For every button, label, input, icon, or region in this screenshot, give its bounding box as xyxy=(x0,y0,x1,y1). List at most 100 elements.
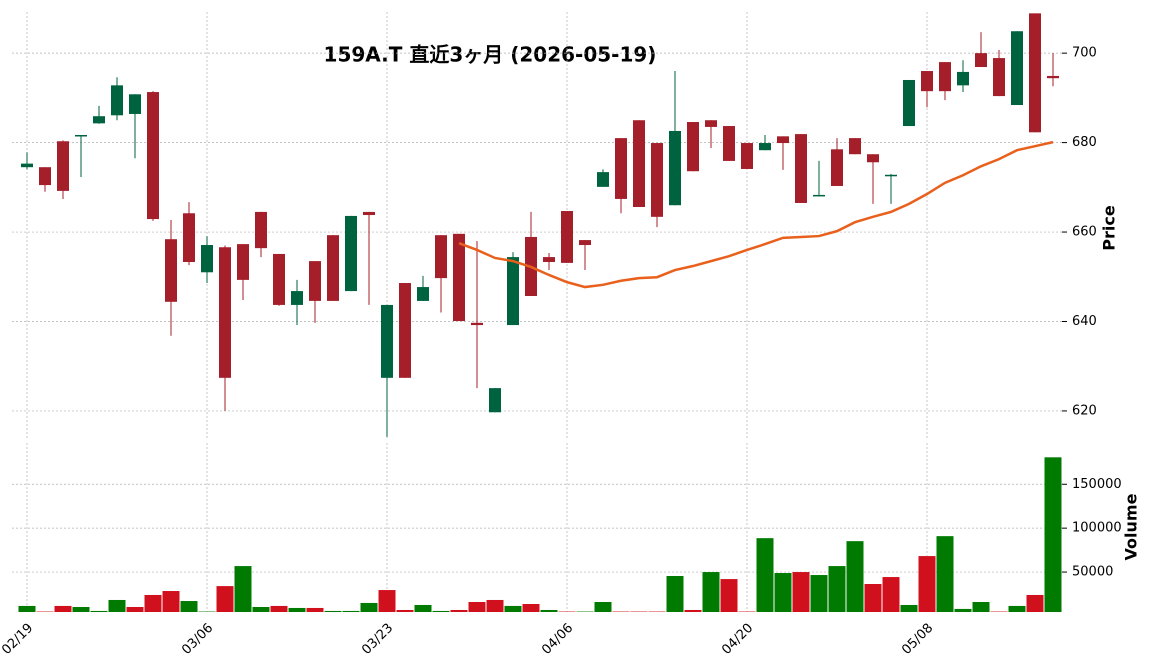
candle-body xyxy=(1029,13,1041,133)
volume-bar xyxy=(684,609,702,612)
candle-body xyxy=(705,120,717,127)
volume-bar xyxy=(810,575,828,612)
candle-body xyxy=(327,235,339,301)
volume-bar xyxy=(936,536,954,612)
candle-body xyxy=(345,215,357,292)
volume-bar xyxy=(972,601,990,612)
candle-body xyxy=(39,167,51,186)
volume-bar xyxy=(90,610,108,612)
volume-bar xyxy=(900,604,918,612)
candle-body xyxy=(147,92,159,220)
candle-body xyxy=(741,143,753,169)
volume-bar xyxy=(378,590,396,612)
candle-body xyxy=(1011,31,1023,106)
candle-body xyxy=(957,71,969,86)
volume-tick-label: 100000 xyxy=(1072,521,1122,536)
y-tick-label: 680 xyxy=(1072,135,1097,150)
candle-body xyxy=(255,211,267,249)
volume-bar xyxy=(234,566,252,612)
candle-body xyxy=(507,257,519,326)
candle-body xyxy=(453,233,465,322)
x-tick-label: 03/23 xyxy=(359,621,396,658)
volume-bar xyxy=(216,586,234,612)
candle-body xyxy=(867,154,879,163)
volume-bar xyxy=(396,609,414,612)
volume-bar xyxy=(954,608,972,612)
candle-body xyxy=(417,287,429,301)
candle-body xyxy=(939,62,951,92)
volume-bar xyxy=(288,607,306,612)
volume-bar xyxy=(180,601,198,612)
volume-bar xyxy=(774,573,792,612)
candle-body xyxy=(237,244,249,280)
candle-body xyxy=(849,138,861,155)
candle-body xyxy=(399,283,411,378)
volume-bar xyxy=(540,609,558,612)
volume-bar xyxy=(468,601,486,612)
volume-bar xyxy=(306,607,324,612)
volume-bar xyxy=(144,594,162,612)
candle-body xyxy=(111,85,123,116)
candle-body xyxy=(885,174,897,177)
candle-body xyxy=(57,141,69,191)
candle-body xyxy=(75,134,87,137)
candle-body xyxy=(633,120,645,207)
volume-bar xyxy=(54,605,72,612)
x-tick-label: 04/20 xyxy=(719,621,756,658)
candle-body xyxy=(993,58,1005,97)
candle-body xyxy=(471,322,483,326)
candle-body xyxy=(579,240,591,246)
volume-bar xyxy=(360,602,378,612)
volume-tick-label: 50000 xyxy=(1072,565,1113,580)
volume-bar xyxy=(846,541,864,612)
candle-body xyxy=(21,163,33,168)
volume-bar xyxy=(252,606,270,612)
volume-bar xyxy=(72,606,90,612)
volume-bar xyxy=(918,556,936,612)
candle-body xyxy=(777,136,789,144)
candle-body xyxy=(561,211,573,263)
candle-body xyxy=(183,213,195,263)
candle-body xyxy=(309,261,321,301)
volume-bar xyxy=(702,572,720,612)
candle-body xyxy=(363,211,375,216)
volume-bar xyxy=(432,610,450,612)
volume-bar xyxy=(450,609,468,612)
volume-bar xyxy=(720,579,738,612)
candle-body xyxy=(651,143,663,217)
candle-body xyxy=(201,245,213,273)
x-tick-label: 04/06 xyxy=(539,621,576,658)
candle-body xyxy=(381,304,393,378)
volume-bar xyxy=(828,566,846,612)
candle-body xyxy=(435,235,447,279)
candle-body xyxy=(273,253,285,305)
candle-body xyxy=(219,247,231,378)
candle-body xyxy=(489,388,501,413)
candle-body xyxy=(543,257,555,263)
y-axis-label: Price xyxy=(1100,205,1119,251)
y-tick-label: 700 xyxy=(1072,46,1097,61)
candle-body xyxy=(759,143,771,151)
y-tick-label: 640 xyxy=(1072,314,1097,329)
x-tick-label: 02/19 xyxy=(0,621,36,658)
volume-bar xyxy=(756,538,774,612)
volume-bar xyxy=(18,605,36,612)
candle-body xyxy=(597,172,609,187)
volume-bar xyxy=(414,604,432,612)
moving-average-line xyxy=(458,140,1054,289)
volume-bar xyxy=(1026,594,1044,612)
volume-bar xyxy=(108,599,126,612)
volume-bar xyxy=(1044,457,1062,612)
candle-body xyxy=(687,122,699,172)
candle-body xyxy=(921,71,933,92)
volume-bar xyxy=(666,576,684,612)
volume-bar xyxy=(324,610,342,612)
volume-bar xyxy=(504,605,522,612)
volume-bar xyxy=(522,604,540,612)
candle-body xyxy=(723,126,735,161)
x-tick-label: 05/08 xyxy=(899,621,936,658)
candle-body xyxy=(813,194,825,197)
candle-body xyxy=(615,138,627,199)
volume-bar xyxy=(594,601,612,612)
